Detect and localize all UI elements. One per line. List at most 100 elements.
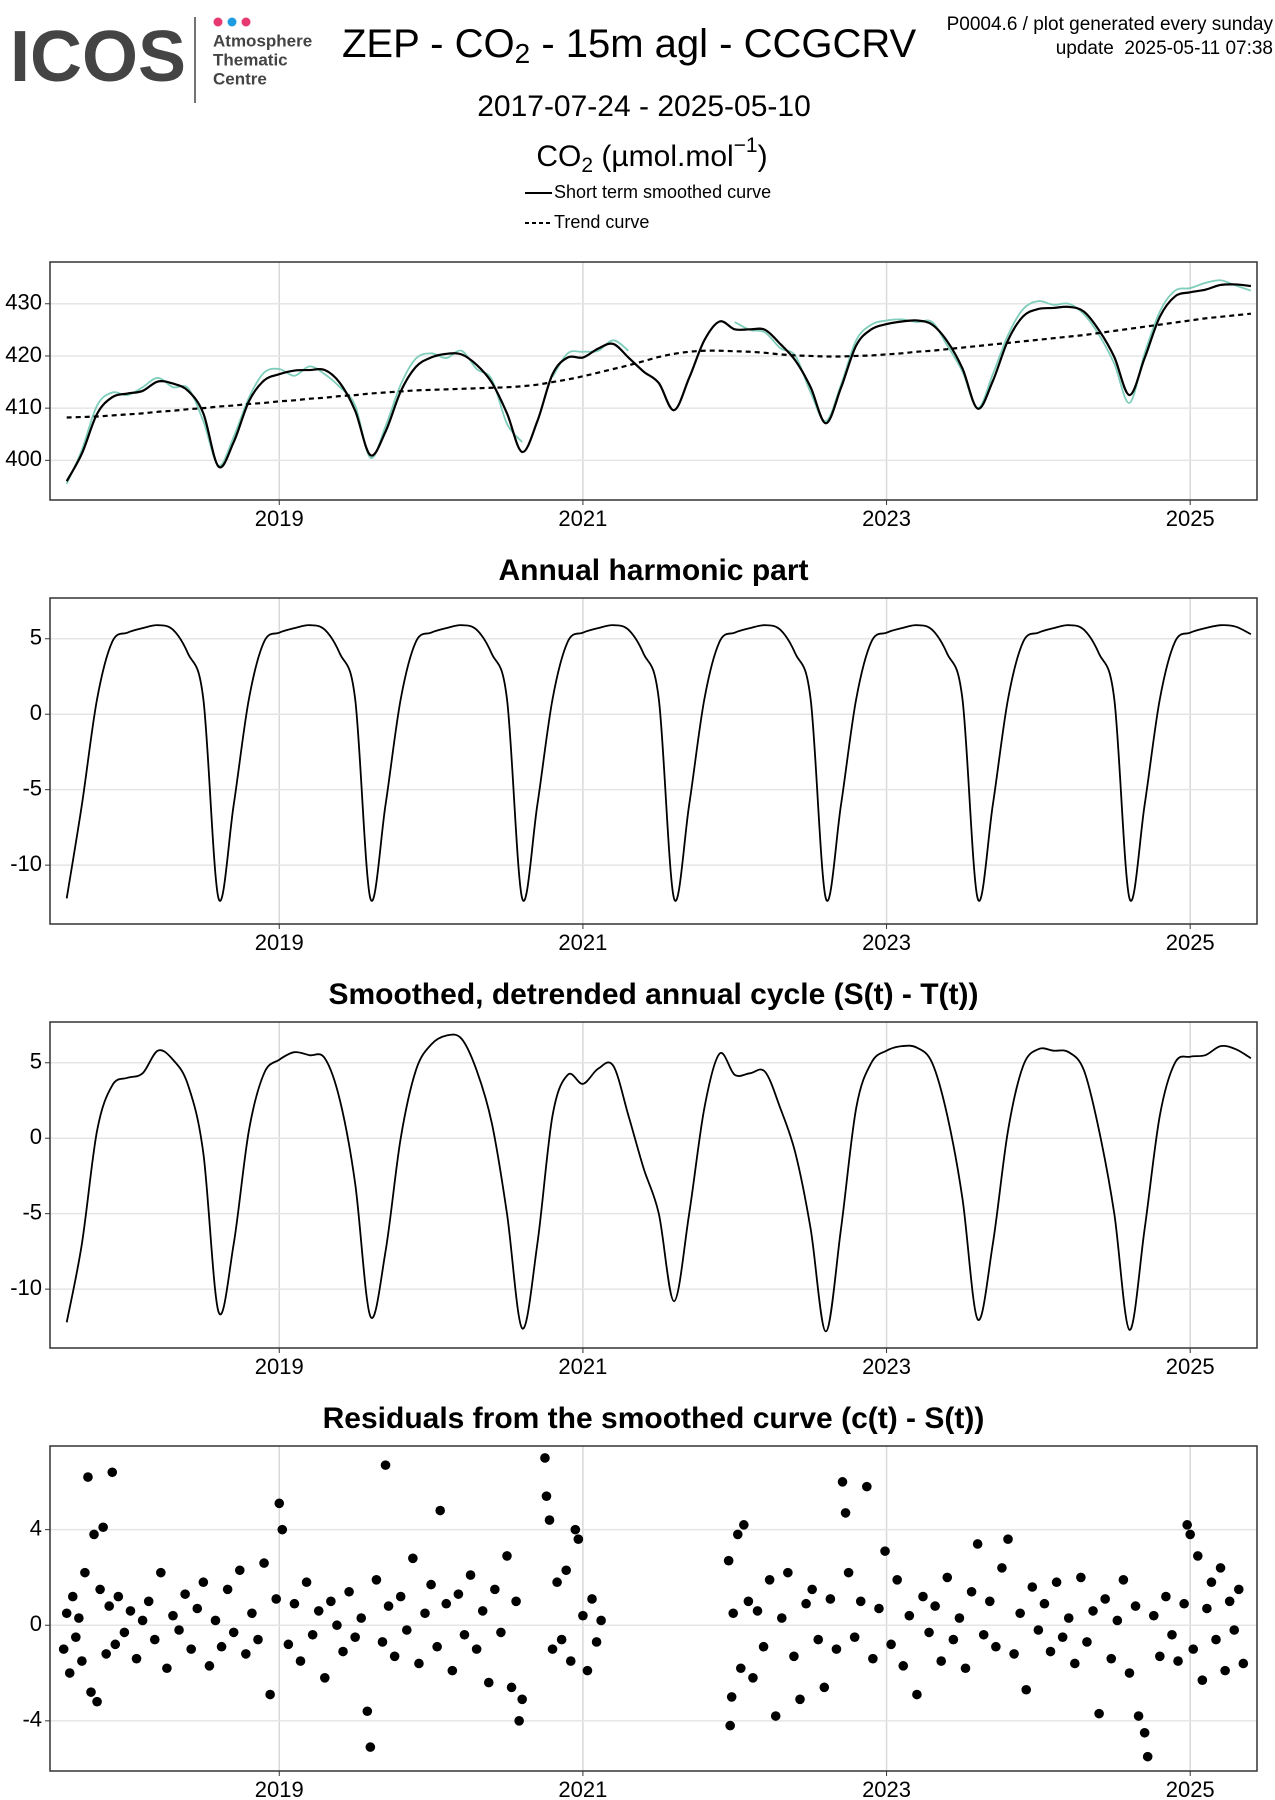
data-point [1082, 1637, 1092, 1647]
y-tick-label: 0 [30, 1611, 42, 1636]
data-point [1167, 1629, 1177, 1640]
data-point [1197, 1675, 1208, 1685]
data-point [64, 1668, 75, 1678]
data-point [1033, 1625, 1044, 1635]
data-point [101, 1649, 111, 1659]
logo-text: Atmosphere [213, 31, 312, 50]
data-point [408, 1553, 418, 1564]
data-point [71, 1632, 81, 1642]
y-tick-label: 5 [30, 1049, 42, 1074]
data-point [831, 1644, 842, 1654]
title-part: - 15m agl - CCGCRV [530, 22, 916, 66]
data-point [825, 1594, 836, 1604]
data-point [496, 1627, 506, 1638]
data-point [174, 1625, 184, 1635]
data-point [274, 1498, 285, 1509]
data-point [77, 1656, 87, 1666]
plot-background [50, 1022, 1257, 1348]
data-point [1179, 1598, 1189, 1609]
data-point [880, 1546, 890, 1556]
plot-background [50, 598, 1257, 924]
data-point [414, 1658, 424, 1669]
data-point [441, 1598, 452, 1609]
data-point [465, 1570, 476, 1580]
data-point [752, 1606, 763, 1616]
x-tick-label: 2023 [862, 1777, 911, 1800]
x-tick-label: 2021 [558, 1777, 607, 1800]
data-point [295, 1656, 306, 1666]
data-point [92, 1696, 102, 1707]
data-point [578, 1610, 588, 1621]
data-point [80, 1567, 90, 1578]
legend-label: Short term smoothed curve [554, 182, 771, 202]
data-point [1051, 1577, 1062, 1588]
plot-frame [49, 1445, 1258, 1772]
data-point [565, 1656, 576, 1666]
data-point [556, 1634, 567, 1645]
data-point [58, 1644, 69, 1654]
data-point [289, 1598, 300, 1609]
data-point [570, 1524, 581, 1535]
data-point [83, 1472, 93, 1482]
data-point [277, 1524, 288, 1535]
data-point [954, 1613, 965, 1623]
data-point [365, 1742, 376, 1752]
data-point [748, 1673, 758, 1683]
data-point [1173, 1656, 1183, 1666]
data-point [1130, 1601, 1141, 1611]
data-point [1112, 1615, 1123, 1626]
data-point [984, 1596, 995, 1607]
data-point [192, 1603, 203, 1614]
y-tick-label: -5 [22, 1199, 42, 1224]
data-point [477, 1606, 488, 1616]
data-point [743, 1596, 754, 1607]
data-point [776, 1613, 787, 1623]
data-point [86, 1687, 96, 1697]
data-point [942, 1572, 953, 1583]
data-point [180, 1589, 190, 1599]
data-point [1233, 1584, 1244, 1595]
data-point [541, 1491, 552, 1501]
data-point [1070, 1658, 1080, 1669]
data-point [837, 1477, 848, 1487]
panel-title: Smoothed, detrended annual cycle (S(t) -… [328, 978, 978, 1011]
data-point [1215, 1563, 1226, 1573]
data-point [1182, 1520, 1192, 1530]
data-point [991, 1641, 1001, 1652]
plot-frame [49, 597, 1258, 925]
data-point [587, 1594, 597, 1604]
x-tick-label: 2021 [558, 930, 607, 955]
data-point [892, 1575, 902, 1585]
y-tick-label: 400 [5, 446, 42, 471]
x-tick-label: 2019 [255, 506, 304, 531]
data-point [320, 1673, 330, 1683]
y-tick-label: 4 [30, 1515, 42, 1540]
data-point [874, 1603, 884, 1614]
y-tick-label: -10 [10, 851, 42, 876]
x-tick-label: 2019 [255, 1777, 304, 1800]
data-point [764, 1575, 775, 1585]
data-point [198, 1577, 209, 1588]
x-tick-label: 2021 [558, 506, 607, 531]
data-point [131, 1653, 142, 1664]
data-point [426, 1579, 436, 1590]
data-point [514, 1716, 524, 1726]
data-point [898, 1661, 909, 1671]
data-line [65, 1033, 1252, 1333]
data-point [930, 1601, 940, 1611]
x-tick-label: 2023 [862, 930, 911, 955]
data-point [726, 1692, 737, 1702]
data-point [307, 1629, 318, 1640]
data-point [1238, 1658, 1249, 1669]
data-point [1094, 1708, 1104, 1719]
x-tick-label: 2023 [862, 1354, 911, 1379]
data-point [61, 1608, 72, 1619]
panel-title: Residuals from the smoothed curve (c(t) … [323, 1402, 985, 1435]
data-point [739, 1520, 749, 1530]
plot-frame [49, 1021, 1258, 1349]
data-point [371, 1575, 382, 1585]
data-point [113, 1591, 124, 1602]
data-point [1139, 1727, 1150, 1738]
x-tick-label: 2021 [558, 1354, 607, 1379]
data-point [156, 1567, 166, 1578]
